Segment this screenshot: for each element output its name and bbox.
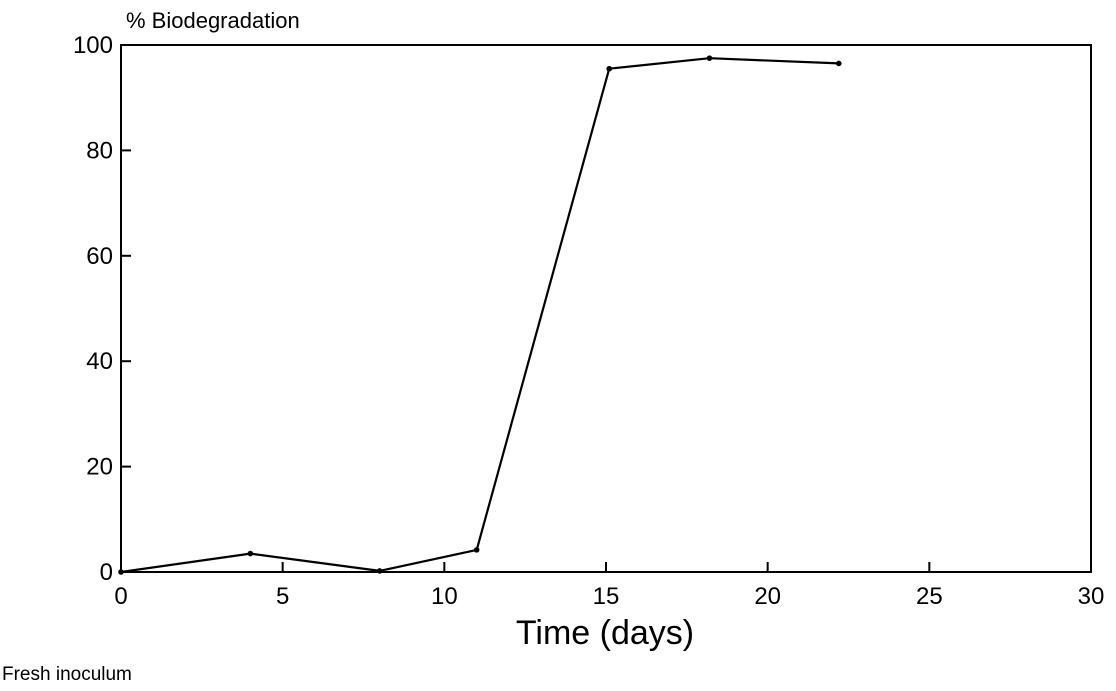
x-axis-ticks: 0 5 10 15 20 25 30	[114, 562, 1104, 610]
figure-caption: Fresh inoculum	[2, 664, 132, 685]
data-point	[247, 550, 254, 557]
x-tick-label: 10	[431, 583, 458, 610]
y-tick-label: 100	[73, 32, 113, 59]
data-point	[606, 65, 613, 72]
data-point	[376, 568, 383, 574]
data-point	[836, 60, 842, 67]
x-tick-label: 20	[754, 583, 781, 610]
y-axis-label: % Biodegradation	[126, 8, 300, 33]
series-line	[120, 57, 839, 574]
x-tick-label: 5	[276, 583, 289, 610]
x-tick-label: 30	[1078, 583, 1105, 610]
y-tick-label: 60	[86, 243, 113, 270]
data-point	[473, 547, 480, 553]
y-tick-label: 80	[86, 137, 113, 164]
plot-frame	[120, 44, 1092, 573]
data-point	[118, 569, 124, 575]
x-tick-label: 15	[593, 583, 620, 610]
x-tick-label: 25	[916, 583, 943, 610]
data-point	[706, 55, 713, 61]
x-tick-label: 0	[114, 583, 127, 610]
y-axis-ticks: 0 20 40 60 80 100	[73, 32, 131, 586]
series-layer	[118, 55, 842, 575]
y-tick-label: 20	[86, 454, 113, 481]
x-axis-label: Time (days)	[516, 614, 694, 652]
y-tick-label: 40	[86, 348, 113, 375]
y-tick-label: 0	[100, 559, 113, 586]
